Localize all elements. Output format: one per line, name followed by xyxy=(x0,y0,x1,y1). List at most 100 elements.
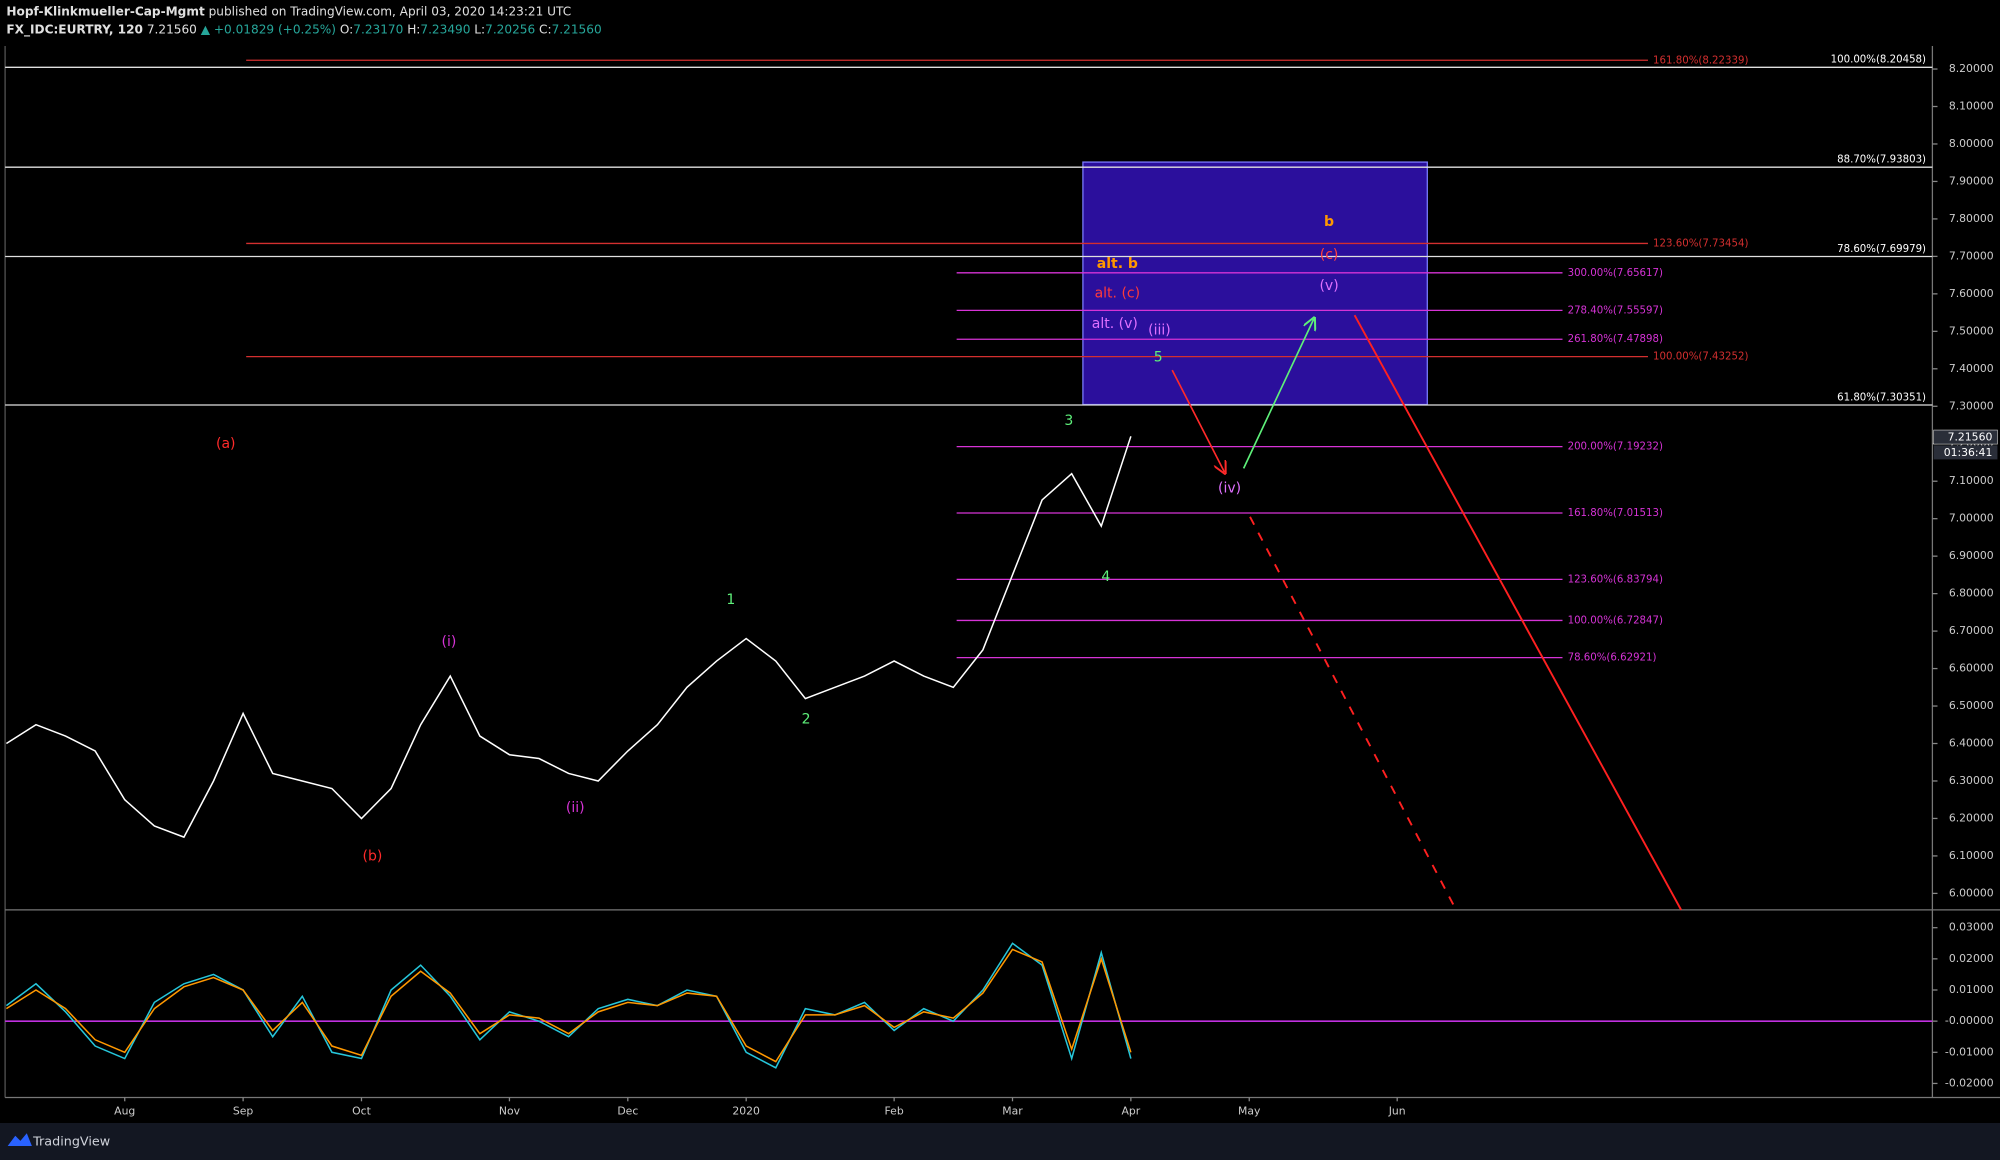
wave-label: (a) xyxy=(216,436,236,452)
y-tick-label: 7.00000 xyxy=(1949,512,1994,525)
y2-tick-label: -0.00000 xyxy=(1945,1014,1994,1027)
x-tick-label: 2020 xyxy=(732,1105,760,1118)
open: 7.23170 xyxy=(353,22,403,36)
fib-label: 100.00%(7.43252) xyxy=(1653,352,1748,363)
y2-tick-label: -0.01000 xyxy=(1945,1045,1994,1058)
wave-label: 3 xyxy=(1064,413,1073,429)
fib-label: 78.60%(6.62921) xyxy=(1568,653,1657,664)
y-tick-label: 7.60000 xyxy=(1949,287,1994,300)
symbol: FX_IDC:EURTRY, 120 xyxy=(6,22,143,37)
fib-label: 88.70%(7.93803) xyxy=(1837,155,1926,166)
x-tick-label: Oct xyxy=(352,1105,371,1118)
wave-label: 4 xyxy=(1101,569,1110,585)
fib-label: 300.00%(7.65617) xyxy=(1568,268,1663,279)
fib-label: 100.00%(8.20458) xyxy=(1831,55,1926,66)
fib-label: 161.80%(7.01513) xyxy=(1568,508,1663,519)
fib-label: 100.00%(6.72847) xyxy=(1568,615,1663,626)
y-tick-label: 8.00000 xyxy=(1949,137,1994,150)
y-tick-label: 7.80000 xyxy=(1949,212,1994,225)
wave-label: (ii) xyxy=(566,800,585,816)
dashed-line xyxy=(1249,516,1455,907)
price-badge xyxy=(1933,429,1998,445)
y-tick-label: 6.00000 xyxy=(1949,886,1994,899)
y-tick-label: 7.70000 xyxy=(1949,249,1994,262)
oscillator-line xyxy=(5,948,1132,1063)
fib-label: 278.40%(7.55597) xyxy=(1568,305,1663,316)
wave-labels: (a) (b) (i) (ii) 1 2 3 4 5 (iii) (iv) (v) (c) b alt. b… xyxy=(216,214,1339,864)
fib-label: 61.80%(7.30351) xyxy=(1837,392,1926,403)
x-tick-label: Jun xyxy=(1388,1105,1406,1118)
price-line xyxy=(5,436,1132,839)
logo xyxy=(7,1133,32,1146)
x-tick-label: Aug xyxy=(114,1105,135,1118)
wave-label: (iii) xyxy=(1148,323,1171,339)
fib-label: 78.60%(7.69979) xyxy=(1837,244,1926,255)
price-badge-text: 7.21560 xyxy=(1948,431,1993,444)
fib-label: 123.60%(7.73454) xyxy=(1653,238,1748,249)
y2-tick-label: 0.01000 xyxy=(1949,983,1994,996)
close: 7.21560 xyxy=(552,22,602,36)
y-tick-label: 6.60000 xyxy=(1949,662,1994,675)
y-tick-label: 7.10000 xyxy=(1949,474,1994,487)
y-tick-label: 6.40000 xyxy=(1949,737,1994,750)
x-tick-label: Mar xyxy=(1002,1105,1023,1118)
low: 7.20256 xyxy=(485,22,535,36)
symbol-line: FX_IDC:EURTRY, 120 7.21560 ▲ +0.01829 (+… xyxy=(6,22,601,37)
fib-label: 161.80%(8.22339) xyxy=(1653,55,1748,66)
footer-brand: TradingView xyxy=(32,1135,110,1150)
y-tick-label: 6.80000 xyxy=(1949,587,1994,600)
wave-label: 2 xyxy=(802,712,811,728)
oscillator-line xyxy=(5,942,1132,1069)
y2-tick-label: 0.03000 xyxy=(1949,921,1994,934)
x-tick-label: Feb xyxy=(885,1105,904,1118)
price-pane: 8.20000 8.10000 8.00000 7.90000 7.80000 7.700… xyxy=(5,62,1994,1118)
y-tick-label: 6.90000 xyxy=(1949,549,1994,562)
change: ▲ +0.01829 (+0.25%) xyxy=(201,22,336,36)
o-key: O: xyxy=(340,22,353,36)
wave-label: (iv) xyxy=(1218,481,1241,497)
y-tick-label: 7.30000 xyxy=(1949,399,1994,412)
y-tick-label: 8.10000 xyxy=(1949,100,1994,113)
wave-label: alt. (c) xyxy=(1095,286,1141,302)
y-tick-label: 6.20000 xyxy=(1949,811,1994,824)
wave-label: alt. (v) xyxy=(1092,316,1138,332)
wave-label: (b) xyxy=(363,848,383,864)
x-tick-label: Sep xyxy=(233,1105,254,1118)
y-tick-label: 7.90000 xyxy=(1949,174,1994,187)
h-key: H: xyxy=(407,22,420,36)
published: published on TradingView.com, April 03, … xyxy=(209,4,572,18)
y-tick-label: 6.50000 xyxy=(1949,699,1994,712)
l-key: L: xyxy=(474,22,485,36)
wave-label: alt. b xyxy=(1097,256,1138,272)
fib-label: 123.60%(6.83794) xyxy=(1568,574,1663,585)
last: 7.21560 xyxy=(147,22,197,36)
y-tick-label: 7.40000 xyxy=(1949,362,1994,375)
x-tick-label: Dec xyxy=(617,1105,638,1118)
x-tick-label: May xyxy=(1238,1105,1261,1118)
y-tick-label: 7.50000 xyxy=(1949,324,1994,337)
high: 7.23490 xyxy=(420,22,470,36)
countdown-badge xyxy=(1933,445,1998,460)
y-tick-label: 6.10000 xyxy=(1949,849,1994,862)
countdown: 01:36:41 xyxy=(1944,446,1993,459)
wave-label: 1 xyxy=(726,592,735,608)
trend-line xyxy=(1353,314,1682,911)
y-tick-label: 6.70000 xyxy=(1949,624,1994,637)
fib-label: 261.80%(7.47898) xyxy=(1568,334,1663,345)
header-line: Hopf-Klinkmueller-Cap-Mgmt published on … xyxy=(6,4,571,18)
target-box xyxy=(1082,161,1428,406)
wave-label: (i) xyxy=(442,634,457,650)
y2-tick-label: -0.02000 xyxy=(1945,1076,1994,1089)
wave-label: b xyxy=(1324,214,1334,230)
fib-levels: 161.80%(8.22339) 123.60%(7.73454) 100.00%(… xyxy=(5,55,1933,664)
y2-tick-label: 0.02000 xyxy=(1949,952,1994,965)
y-tick-label: 8.20000 xyxy=(1949,62,1994,75)
wave-label: 5 xyxy=(1154,349,1163,365)
x-tick-label: Apr xyxy=(1122,1105,1141,1118)
y-tick-label: 6.30000 xyxy=(1949,774,1994,787)
wave-label: (c) xyxy=(1320,247,1339,263)
arrow-down xyxy=(1171,369,1224,472)
footer-bar xyxy=(0,1122,2000,1160)
